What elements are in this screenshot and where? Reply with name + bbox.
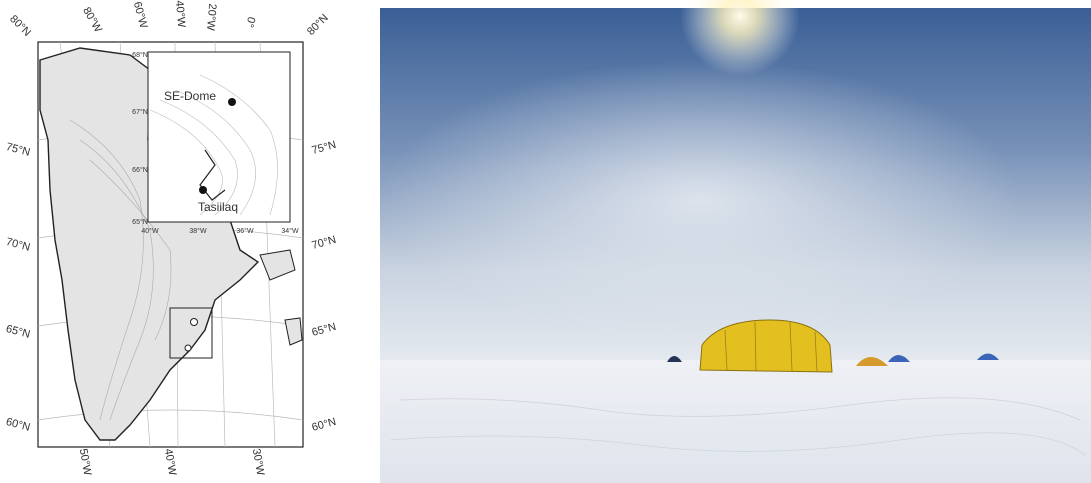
graticule-label: 60°W (131, 0, 150, 30)
tasiilaq-marker (199, 186, 207, 194)
site-marker (190, 318, 198, 326)
dome-tent (699, 319, 833, 373)
photo (380, 0, 1091, 483)
inset-frame (147, 51, 291, 223)
graticule-label: 30°W (250, 448, 267, 477)
graticule-label: 75°N (5, 141, 32, 159)
graticule-label: 50°W (77, 448, 94, 477)
tent (667, 356, 682, 362)
graticule-label: 70°N (311, 234, 338, 252)
inset-lon-label: 34°W (281, 227, 299, 235)
inset (147, 51, 291, 223)
graticule-label: 65°N (311, 321, 338, 339)
study-area-box (169, 307, 213, 359)
graticule-label: 80°W (80, 5, 104, 35)
graticule-label: 0° (243, 15, 257, 28)
place-label: Tasiilaq (198, 200, 238, 214)
sun (680, 0, 800, 76)
place-label: SE-Dome (164, 89, 216, 103)
inset-lat-label: 65°N (132, 218, 148, 226)
contours (69, 119, 172, 421)
graticule-label: 40°W (173, 0, 187, 29)
inset-lat-label: 67°N (132, 108, 148, 116)
site-marker (184, 344, 192, 352)
graticule-label: 40°W (162, 448, 179, 477)
inset-lat-label: 68°N (132, 51, 148, 59)
graticule-label: 20°W (204, 3, 218, 32)
graticule-label: 65°N (5, 323, 32, 341)
graticule-label: 60°N (311, 416, 338, 434)
graticule-label: 75°N (311, 139, 338, 157)
inset-lon-label: 36°W (236, 227, 254, 235)
inset-lat-label: 66°N (132, 166, 148, 174)
map-panel (37, 41, 304, 448)
graticule-label: 70°N (5, 236, 32, 254)
inset-lon-label: 40°W (141, 227, 159, 235)
inset-lon-label: 38°W (189, 227, 207, 235)
tent (856, 357, 888, 366)
coast-islands (259, 249, 303, 346)
blowing-snow (380, 60, 1020, 340)
graticule-label: 60°N (5, 416, 32, 434)
tent (977, 353, 999, 360)
tent (888, 355, 910, 362)
graticule-label: 80°N (7, 13, 33, 39)
snow-surface (380, 360, 1091, 483)
graticule-label: 80°N (305, 12, 331, 38)
se-dome-marker (228, 98, 236, 106)
